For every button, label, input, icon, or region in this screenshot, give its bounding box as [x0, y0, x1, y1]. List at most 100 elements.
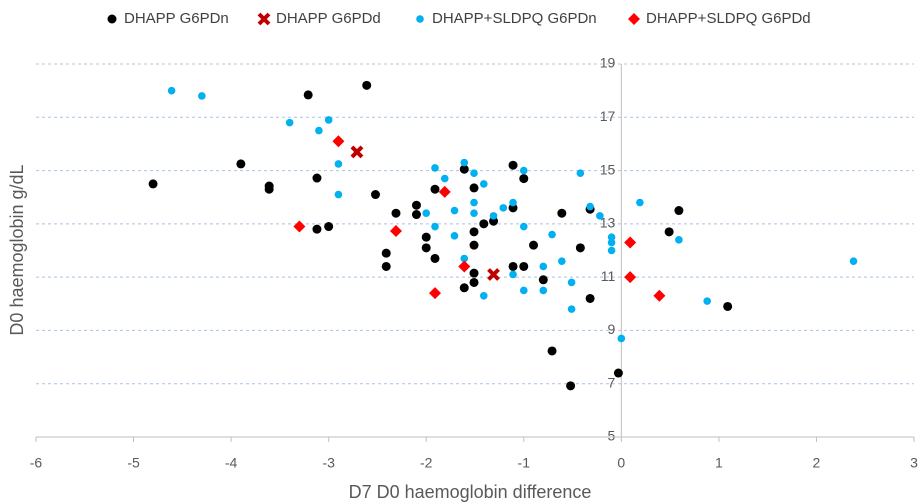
point	[538, 275, 548, 285]
point	[470, 209, 478, 217]
point	[324, 222, 334, 232]
point	[431, 222, 439, 231]
x-tick-label: 2	[813, 455, 821, 471]
point	[460, 254, 469, 263]
point	[469, 183, 479, 193]
point	[487, 268, 500, 281]
point	[566, 381, 576, 391]
point	[509, 270, 517, 279]
point	[431, 164, 439, 172]
legend-item: DHAPP G6PDn	[107, 10, 229, 27]
point	[585, 293, 595, 303]
point	[547, 346, 557, 356]
x-tick-label: -2	[420, 455, 433, 471]
point	[849, 257, 858, 265]
point	[567, 305, 576, 313]
point	[458, 260, 471, 273]
point	[469, 227, 479, 237]
y-axis-title: D0 haemoglobin g/dL	[7, 164, 27, 335]
point	[411, 200, 421, 210]
point	[315, 126, 323, 135]
point	[675, 236, 683, 244]
point	[519, 166, 528, 175]
point	[303, 90, 313, 100]
point	[539, 262, 548, 271]
point	[470, 169, 478, 178]
point	[508, 261, 518, 271]
point	[422, 209, 431, 217]
x-tick-label: 0	[617, 455, 625, 471]
point	[479, 180, 488, 188]
point	[548, 230, 556, 239]
point	[479, 219, 489, 229]
legend-label: DHAPP+SLDPQ G6PDn	[432, 10, 597, 27]
point	[334, 160, 343, 168]
y-tick-label: 19	[600, 55, 616, 71]
point	[264, 184, 274, 194]
x-tick-label: -5	[127, 455, 140, 471]
point	[429, 287, 442, 300]
point	[198, 92, 206, 100]
point	[312, 173, 322, 183]
x-tick-label: -1	[518, 455, 531, 471]
point	[470, 198, 478, 207]
point	[664, 227, 674, 237]
y-tick-label: 5	[608, 428, 616, 444]
point	[489, 216, 499, 226]
legend-marker	[628, 13, 640, 25]
point	[469, 240, 479, 250]
point	[391, 208, 401, 218]
x-axis-title: D7 D0 haemoglobin difference	[349, 482, 592, 502]
legend-marker	[416, 15, 424, 23]
point	[312, 224, 322, 234]
x-tick-label: 1	[715, 455, 723, 471]
point	[381, 248, 391, 258]
legend-item: DHAPP+SLDPQ G6PDd	[628, 10, 811, 27]
point	[450, 206, 459, 215]
point	[624, 236, 637, 249]
point	[334, 190, 343, 199]
point	[653, 289, 666, 302]
point	[459, 164, 469, 174]
point	[575, 243, 585, 253]
point	[148, 179, 158, 189]
point	[596, 212, 604, 220]
point	[459, 283, 469, 293]
y-tick-label: 7	[608, 374, 616, 390]
point	[723, 301, 733, 311]
y-tick-label: 17	[600, 108, 616, 124]
point	[576, 169, 585, 178]
point	[479, 291, 488, 300]
point	[469, 268, 479, 278]
point	[489, 212, 498, 220]
point	[440, 174, 449, 183]
point	[438, 185, 451, 198]
point	[389, 225, 402, 238]
point	[450, 232, 459, 240]
legend-marker	[257, 12, 271, 26]
point	[519, 286, 528, 295]
y-tick-label: 9	[608, 321, 616, 337]
point	[362, 80, 372, 90]
point	[430, 253, 440, 263]
point	[411, 210, 421, 220]
point	[636, 198, 644, 207]
point	[460, 158, 469, 167]
legend-label: DHAPP+SLDPQ G6PDd	[646, 10, 811, 27]
point	[613, 368, 623, 378]
point	[350, 145, 364, 159]
point	[370, 190, 380, 200]
legend-item: DHAPP G6PDd	[257, 10, 381, 27]
legend-label: DHAPP G6PDn	[124, 10, 229, 27]
point	[567, 278, 576, 287]
point	[285, 118, 294, 127]
point	[557, 208, 567, 218]
legend-marker	[107, 14, 117, 24]
point	[469, 277, 479, 287]
y-tick-label: 15	[600, 161, 616, 177]
point	[421, 232, 431, 242]
point	[508, 160, 518, 170]
point	[586, 202, 594, 211]
point	[558, 257, 566, 265]
